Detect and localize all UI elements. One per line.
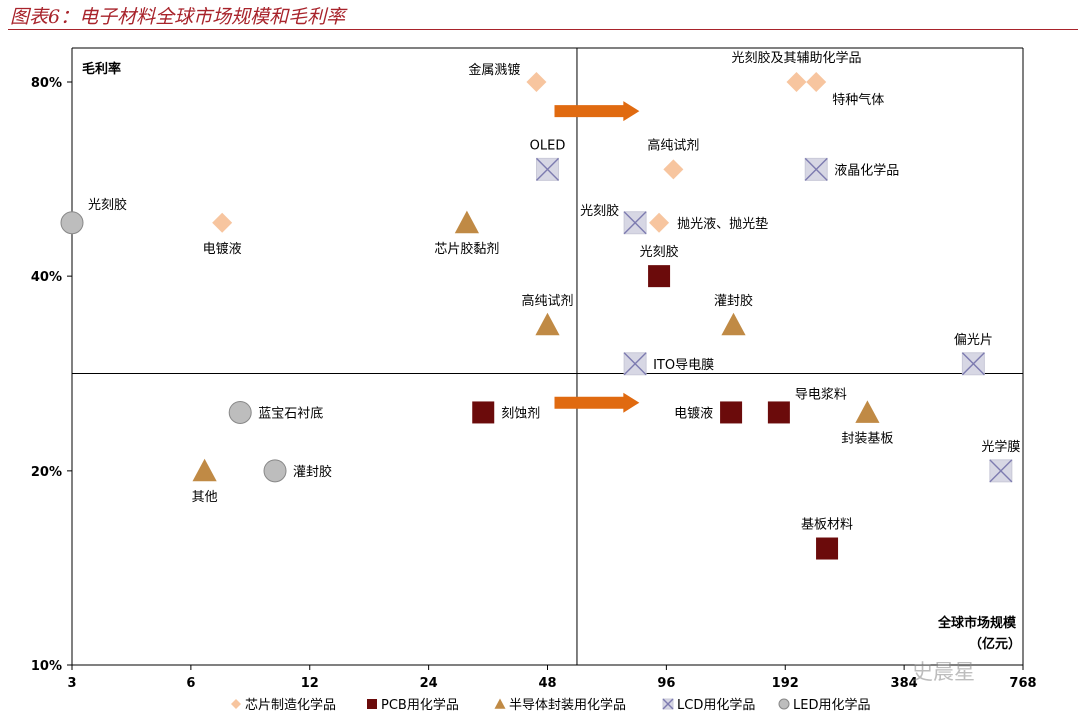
data-point xyxy=(855,400,880,423)
data-point xyxy=(663,159,684,180)
point-label: 高纯试剂 xyxy=(521,293,573,309)
data-point xyxy=(816,537,839,560)
data-point xyxy=(228,400,252,424)
x-tick-label: 192 xyxy=(772,676,799,691)
x-square-cross xyxy=(623,211,647,235)
data-point xyxy=(623,352,647,376)
point-label: 光刻胶 xyxy=(640,244,679,260)
point-label: 基板材料 xyxy=(801,518,853,533)
data-points xyxy=(60,72,1013,560)
legend-marker xyxy=(231,699,241,709)
figure-title: 图表6：电子材料全球市场规模和毛利率 xyxy=(10,6,346,28)
legend-label: 芯片制造化学品 xyxy=(245,697,336,713)
x-tick-label: 96 xyxy=(657,676,675,691)
data-point xyxy=(623,211,647,235)
x-square-cross xyxy=(623,352,647,376)
data-point xyxy=(536,157,559,181)
point-label: 电镀液 xyxy=(203,241,242,257)
x-square-cross xyxy=(662,698,674,710)
x-tick-label: 6 xyxy=(186,676,195,691)
point-label: 封装基板 xyxy=(841,431,893,446)
x-tick-label: 3 xyxy=(67,676,76,691)
data-point xyxy=(212,212,233,233)
data-point xyxy=(961,352,985,376)
data-point xyxy=(806,72,827,92)
data-point xyxy=(263,459,287,483)
legend-label: LED用化学品 xyxy=(793,697,870,713)
point-label: 金属溅镀 xyxy=(468,62,520,78)
point-label: 蓝宝石衬底 xyxy=(258,405,323,421)
point-label: 电镀液 xyxy=(674,405,713,421)
axes: 3 6 12 24 48 96 192 384 768 10% 20% 40% 80% 毛利率全球市场规模… xyxy=(31,47,1037,691)
data-point xyxy=(454,210,479,234)
legend-label: 半导体封装用化学品 xyxy=(509,697,626,713)
x-square-cross xyxy=(536,157,559,181)
legend: 芯片制造化学品 PCB用化学品 半导体封装用化学品 LCD用化学品 LED用化学品 xyxy=(231,697,870,713)
data-point xyxy=(535,312,560,336)
point-label: 偏光片 xyxy=(954,333,993,348)
data-point xyxy=(649,212,670,233)
point-label: ITO导电膜 xyxy=(653,358,714,373)
trend-arrow xyxy=(554,392,640,413)
legend-marker xyxy=(778,698,790,710)
data-point xyxy=(472,401,495,424)
point-label: 光学膜 xyxy=(981,439,1020,455)
data-point xyxy=(648,265,671,288)
x-square-cross xyxy=(804,157,828,181)
point-label: 光刻胶 xyxy=(88,197,127,213)
x-tick-label: 12 xyxy=(301,676,319,691)
legend-marker xyxy=(662,698,674,710)
point-label: 刻蚀剂 xyxy=(501,406,540,421)
watermark: 史晨星 xyxy=(912,660,975,684)
y-tick-label: 10% xyxy=(31,659,62,674)
legend-marker xyxy=(494,698,506,709)
data-point xyxy=(526,72,547,92)
x-axis-title: 全球市场规模 xyxy=(937,615,1017,631)
trend-arrow xyxy=(554,101,640,122)
legend-marker xyxy=(367,699,377,709)
point-label: 灌封胶 xyxy=(293,464,332,480)
x-tick-label: 384 xyxy=(891,676,918,691)
point-label: 其他 xyxy=(192,490,218,505)
point-label: 芯片胶黏剂 xyxy=(434,241,499,257)
x-tick-label: 24 xyxy=(420,676,438,691)
x-tick-label: 768 xyxy=(1009,676,1036,691)
title-rule xyxy=(8,29,1078,30)
data-point xyxy=(767,401,790,424)
point-label: 灌封胶 xyxy=(714,293,753,309)
point-label: 光刻胶 xyxy=(580,203,619,219)
y-tick-label: 40% xyxy=(31,270,62,285)
data-point xyxy=(192,458,217,482)
point-label: 抛光液、抛光垫 xyxy=(677,216,768,232)
point-label: 高纯试剂 xyxy=(647,137,699,153)
point-label: 导电浆料 xyxy=(795,387,847,402)
trend-arrows xyxy=(554,101,640,413)
y-tick-label: 80% xyxy=(31,76,62,91)
legend-label: LCD用化学品 xyxy=(677,697,755,713)
x-axis-unit: （亿元） xyxy=(969,636,1021,652)
data-point xyxy=(804,157,828,181)
y-tick-label: 20% xyxy=(31,465,62,480)
point-label: 特种气体 xyxy=(832,92,884,108)
data-point xyxy=(989,459,1013,483)
x-tick-label: 48 xyxy=(538,676,556,691)
x-square-cross xyxy=(989,459,1013,483)
x-square-cross xyxy=(961,352,985,376)
point-label: 液晶化学品 xyxy=(834,162,899,178)
data-point xyxy=(721,312,746,336)
point-label: OLED xyxy=(530,138,566,153)
y-axis-title: 毛利率 xyxy=(82,61,121,77)
data-point xyxy=(720,401,743,424)
data-point xyxy=(786,72,807,92)
data-point xyxy=(60,211,84,235)
point-label: 光刻胶及其辅助化学品 xyxy=(731,50,861,66)
legend-label: PCB用化学品 xyxy=(381,697,459,713)
